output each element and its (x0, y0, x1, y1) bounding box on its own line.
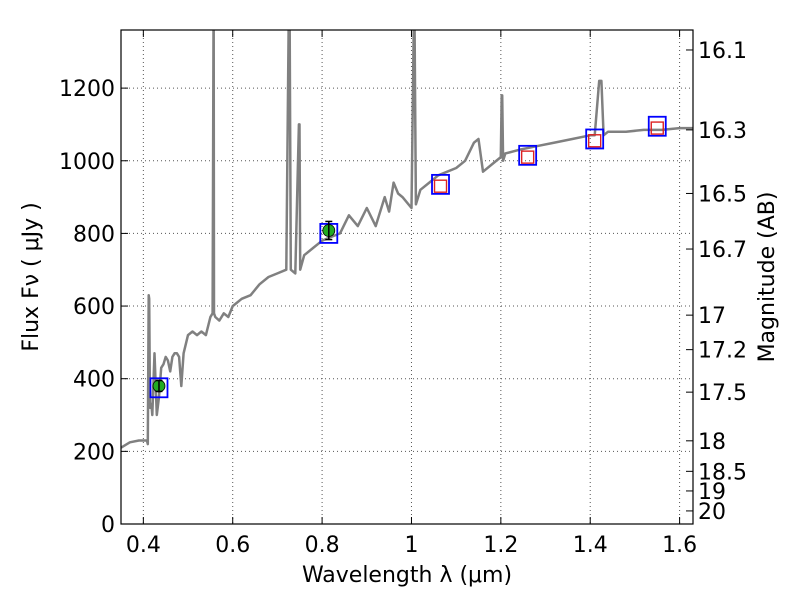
mag-tick-label: 20 (698, 500, 726, 525)
predicted-box (587, 134, 602, 148)
photometry-layer (149, 115, 667, 399)
mag-tick-label: 17.2 (698, 339, 747, 364)
predicted-box (520, 150, 535, 164)
y-axis-label: Flux Fν ( μJy ) (19, 202, 44, 351)
x-tick-label: 1.6 (662, 533, 697, 558)
mag-tick-label: 16.7 (698, 238, 747, 263)
spectrum-layer (121, 30, 693, 449)
x-tick-label: 1 (404, 533, 418, 558)
mag-tick-label: 16.1 (698, 39, 747, 64)
predicted-box (433, 179, 448, 193)
y-tick-label: 800 (73, 222, 115, 247)
y-tick-label: 0 (101, 513, 115, 538)
model-box (149, 377, 169, 399)
y-tick-label: 400 (73, 368, 115, 393)
x-tick-label: 0.8 (305, 533, 340, 558)
x-tick-label: 1.4 (573, 533, 608, 558)
x-tick-label: 1.2 (483, 533, 518, 558)
mag-tick-label: 18 (698, 430, 726, 455)
plot-frame (120, 29, 694, 525)
tick-marks (121, 30, 693, 525)
model-box (518, 144, 538, 166)
mag-tick-label: 16.5 (698, 182, 747, 207)
mag-tick-label: 16.3 (698, 119, 747, 144)
y-tick-label: 600 (73, 295, 115, 320)
grid-lines (121, 30, 693, 525)
spectrum-line (121, 30, 693, 449)
x-axis-label: Wavelength λ (μm) (302, 563, 512, 588)
mag-tick-label: 17 (698, 304, 726, 329)
model-box (431, 173, 450, 195)
model-box (647, 115, 667, 137)
right-axis-label: Magnitude (AB) (755, 192, 780, 363)
mag-tick-label: 17.5 (698, 381, 747, 406)
mag-tick-label: 19 (698, 480, 726, 505)
y-tick-label: 1000 (59, 150, 115, 175)
tick-labels: 0.4 0.6 0.8 1 1.2 1.4 1.6 0 200 400 600 800 1000 1200… (59, 39, 747, 558)
y-tick-label: 1200 (59, 77, 115, 102)
predicted-box (650, 121, 664, 135)
x-tick-label: 0.6 (215, 533, 250, 558)
x-tick-label: 0.4 (126, 533, 161, 558)
mag-tick-label: 18.5 (698, 460, 747, 485)
model-box (585, 128, 605, 150)
y-tick-label: 200 (73, 440, 115, 465)
